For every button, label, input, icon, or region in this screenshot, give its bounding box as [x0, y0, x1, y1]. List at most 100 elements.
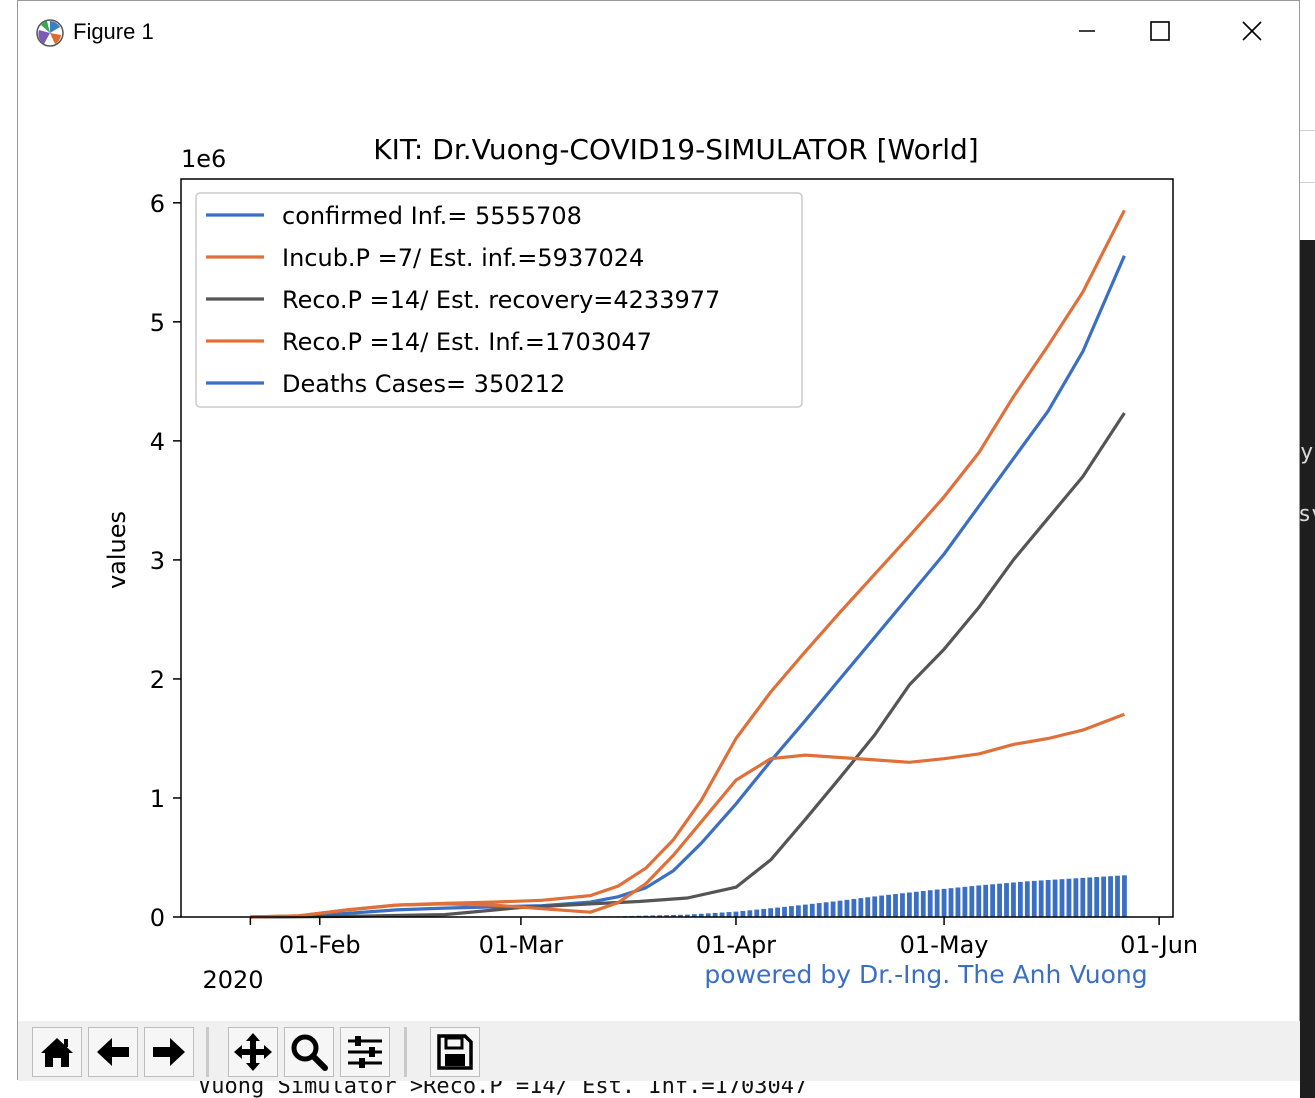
legend-entry: Reco.P =14/ Est. recovery=4233977: [282, 286, 720, 314]
legend-entry: Incub.P =7/ Est. inf.=5937024: [282, 244, 644, 272]
legend-entry: Deaths Cases= 350212: [282, 370, 565, 398]
death-bar: [726, 912, 732, 917]
x-axis-year-label: 2020: [202, 966, 263, 994]
maximize-icon: [1150, 21, 1170, 41]
background-terminal-text: y: [1300, 440, 1314, 465]
matplotlib-logo-icon: [36, 19, 64, 47]
death-bar: [941, 888, 947, 917]
zoom-button[interactable]: [284, 1027, 334, 1077]
legend-entry: confirmed Inf.= 5555708: [282, 202, 582, 230]
death-bar: [1115, 875, 1120, 917]
death-bar: [1052, 879, 1058, 917]
title-bar[interactable]: Figure 1: [18, 1, 1299, 63]
move-icon: [234, 1033, 272, 1071]
x-tick-label: 01-May: [900, 931, 989, 959]
death-bar: [657, 915, 663, 917]
death-bar: [913, 891, 919, 917]
toolbar-separator: [404, 1027, 407, 1077]
y-tick-label: 3: [150, 547, 165, 575]
background-terminal-line: Vuong Simulator >Reco.P =14/ Est. Inf.=1…: [198, 1080, 808, 1098]
death-bar: [733, 911, 739, 917]
plot-area: [250, 209, 1127, 919]
death-bar: [782, 906, 787, 917]
arrow-left-icon: [97, 1038, 129, 1066]
death-bar: [747, 910, 753, 917]
configure-subplots-button[interactable]: [340, 1027, 390, 1077]
death-bar: [1080, 877, 1086, 917]
death-bar: [1045, 880, 1051, 917]
x-tick-label: 01-Mar: [479, 931, 564, 959]
death-bar: [1066, 878, 1072, 917]
death-bar: [1087, 877, 1093, 917]
death-bar: [740, 910, 746, 917]
magnifier-icon: [291, 1034, 328, 1071]
death-bar: [712, 912, 718, 917]
death-bar: [844, 899, 850, 917]
death-bar: [1031, 880, 1037, 917]
maximize-button[interactable]: [1137, 11, 1183, 51]
death-bar: [851, 898, 857, 917]
death-bar: [768, 908, 774, 917]
y-tick-label: 2: [150, 666, 165, 694]
death-bar: [1017, 881, 1023, 917]
series-line: [250, 255, 1126, 919]
death-bar: [906, 892, 912, 917]
death-bar: [802, 904, 808, 917]
floppy-disk-icon: [437, 1034, 473, 1070]
minimize-button[interactable]: [1064, 11, 1110, 51]
death-bar: [858, 898, 864, 917]
death-bar: [830, 901, 836, 917]
legend-box: [195, 192, 803, 408]
death-bar: [1011, 882, 1016, 917]
y-tick-label: 6: [150, 190, 165, 218]
y-axis-label: values: [103, 511, 131, 589]
y-tick-label: 1: [150, 785, 165, 813]
death-bar: [1004, 883, 1009, 917]
sliders-icon: [348, 1036, 382, 1068]
death-bar: [900, 893, 905, 917]
background-divider: [1300, 130, 1315, 131]
death-bar: [990, 884, 996, 917]
close-icon: [1242, 21, 1262, 41]
close-button[interactable]: [1229, 11, 1275, 51]
y-tick-label: 4: [150, 428, 165, 456]
back-button[interactable]: [88, 1027, 138, 1077]
background-terminal-strip: Vuong Simulator >Reco.P =14/ Est. Inf.=1…: [0, 1080, 1300, 1098]
forward-button[interactable]: [144, 1027, 194, 1077]
toolbar-separator: [206, 1027, 209, 1077]
background-divider: [1300, 182, 1315, 183]
death-bar: [823, 902, 829, 917]
death-bar: [948, 888, 954, 917]
legend-entry: Reco.P =14/ Est. Inf.=1703047: [282, 328, 652, 356]
save-button[interactable]: [430, 1027, 480, 1077]
background-terminal-text: sv: [1298, 502, 1315, 527]
death-bar: [920, 890, 926, 917]
death-bar: [1059, 879, 1065, 917]
background-terminal: [1300, 240, 1315, 1098]
x-tick-label: 01-Feb: [279, 931, 361, 959]
death-bar: [775, 907, 780, 917]
series-line: [250, 712, 1125, 919]
death-bar: [789, 906, 794, 917]
axes: 0 1 2 3 4 5 6 01-Feb 01-Mar 01-Apr 01-May 01-Jun: [150, 178, 1198, 959]
death-bar: [761, 908, 767, 917]
window-title: Figure 1: [73, 19, 154, 44]
death-bar: [962, 886, 968, 917]
death-bar: [1122, 875, 1127, 917]
death-bar: [976, 885, 982, 917]
home-button[interactable]: [32, 1027, 82, 1077]
death-bar: [1073, 878, 1079, 917]
death-bar: [927, 890, 933, 917]
chart-title: KIT: Dr.Vuong-COVID19-SIMULATOR [World]: [373, 133, 978, 166]
figure-canvas[interactable]: KIT: Dr.Vuong-COVID19-SIMULATOR [World] …: [18, 63, 1299, 1021]
death-bar: [816, 903, 822, 917]
navigation-toolbar: [18, 1021, 1300, 1081]
death-bar: [969, 886, 975, 917]
death-bar: [685, 914, 690, 917]
watermark-text: powered by Dr.-Ing. The Anh Vuong: [704, 960, 1147, 989]
death-bar: [671, 914, 676, 917]
death-bar: [754, 909, 760, 917]
pan-button[interactable]: [228, 1027, 278, 1077]
minimize-icon: [1079, 30, 1095, 32]
death-bar: [1038, 880, 1044, 917]
